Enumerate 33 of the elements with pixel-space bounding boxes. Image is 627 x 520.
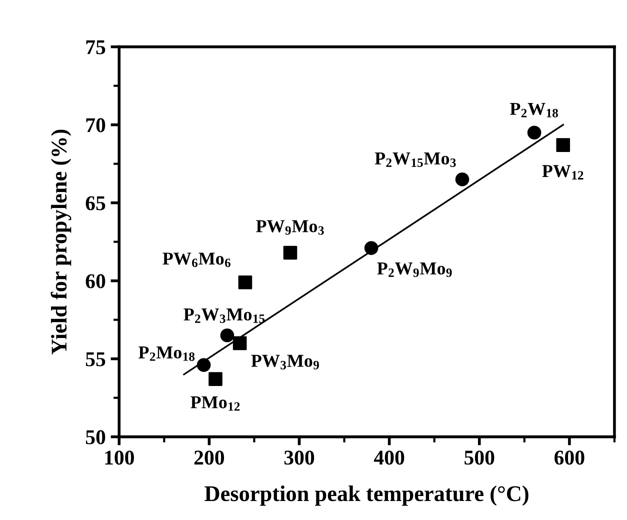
- y-tick-label: 55: [86, 352, 106, 366]
- annotation: PW$_{12}$: [542, 165, 584, 180]
- x-tick-label: 400: [374, 450, 404, 465]
- point: [220, 328, 234, 342]
- point: [196, 358, 211, 372]
- annotation: PW$_{9}$Mo$_{3}$: [256, 220, 324, 235]
- point: [232, 336, 247, 350]
- annotation: P$_{2}$Mo$_{18}$: [138, 346, 195, 361]
- point: [208, 372, 222, 386]
- point: [283, 246, 298, 260]
- y-tick-label: 60: [86, 274, 106, 288]
- x-axis-title: Desorption peak temperature (°C): [204, 486, 528, 506]
- x-tick-label: 500: [464, 450, 494, 465]
- x-tick-label: 200: [194, 450, 224, 465]
- y-tick-label: 50: [86, 430, 106, 444]
- annotation: P$_{2}$W$_{15}$Mo$_{3}$: [374, 152, 456, 167]
- annotation: PW$_{6}$Mo$_{6}$: [162, 252, 230, 268]
- x-tick-label: 600: [554, 450, 584, 465]
- point: [556, 138, 570, 152]
- annotation: PW$_{3}$Mo$_{9}$: [251, 354, 319, 370]
- x-tick-label: 100: [105, 450, 134, 465]
- annotation: P$_{2}$W$_{9}$Mo$_{9}$: [377, 262, 452, 277]
- point: [527, 126, 542, 140]
- y-tick-label: 70: [86, 118, 106, 132]
- y-axis-title: Yield for propylene (%): [50, 130, 72, 354]
- y-tick-label: 65: [86, 196, 106, 210]
- y-tick-label: 75: [86, 40, 106, 54]
- point: [364, 241, 378, 255]
- point: [455, 172, 470, 186]
- annotation: PMo$_{12}$: [190, 396, 240, 411]
- point: [238, 275, 252, 290]
- x-tick-label: 300: [284, 450, 314, 465]
- annotation: P$_{2}$W$_{18}$: [510, 102, 558, 118]
